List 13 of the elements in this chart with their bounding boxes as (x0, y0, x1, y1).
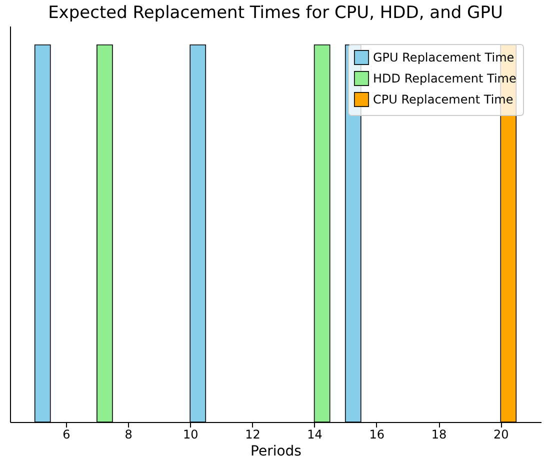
x-tick-label: 10 (182, 428, 198, 442)
x-axis-title: Periods (250, 444, 302, 460)
chart-title: Expected Replacement Times for CPU, HDD, and GPU (48, 3, 503, 23)
x-tick-label: 18 (431, 428, 447, 442)
legend-label: GPU Replacement Time (373, 50, 514, 64)
x-tick-label: 20 (493, 428, 509, 442)
x-tick-label: 6 (62, 428, 70, 442)
legend-label: HDD Replacement Time (373, 72, 516, 86)
legend-label: CPU Replacement Time (373, 92, 514, 106)
x-tick-label: 14 (307, 428, 322, 442)
x-tick-label: 12 (245, 428, 260, 442)
x-tick-label: 16 (369, 428, 385, 442)
x-tick-label: 8 (124, 428, 132, 442)
